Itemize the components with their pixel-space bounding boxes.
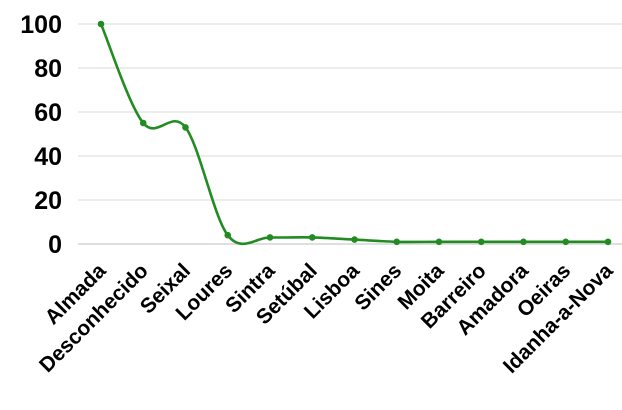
y-tick-label: 80	[34, 55, 62, 83]
y-tick-label: 0	[48, 231, 62, 259]
data-point-oeiras	[562, 238, 570, 246]
y-tick-label: 20	[34, 187, 62, 215]
data-point-amadora	[520, 238, 527, 246]
data-point-moita	[435, 238, 443, 246]
y-axis-ticks: 0 20 40 60 80 100	[20, 11, 62, 259]
data-points	[97, 20, 612, 246]
data-point-idanha-a-nova	[604, 238, 612, 246]
y-tick-label: 100	[20, 11, 62, 39]
data-point-sintra	[266, 234, 274, 241]
data-point-loures	[224, 231, 232, 239]
data-point-desconhecido	[139, 119, 147, 127]
gridlines	[78, 23, 622, 201]
data-point-barreiro	[477, 238, 485, 246]
x-tick-label: Sines	[350, 259, 406, 315]
series-line	[99, 23, 608, 246]
data-point-set-bal	[308, 234, 316, 241]
data-point-sines	[393, 238, 401, 246]
data-point-lisboa	[351, 236, 358, 243]
data-point-almada	[97, 20, 105, 28]
y-tick-label: 40	[34, 143, 62, 171]
y-tick-label: 60	[34, 99, 62, 127]
x-axis-ticks: AlmadaDesconhecidoSeixalLouresSintraSetú…	[35, 259, 618, 378]
data-point-seixal	[182, 124, 189, 131]
